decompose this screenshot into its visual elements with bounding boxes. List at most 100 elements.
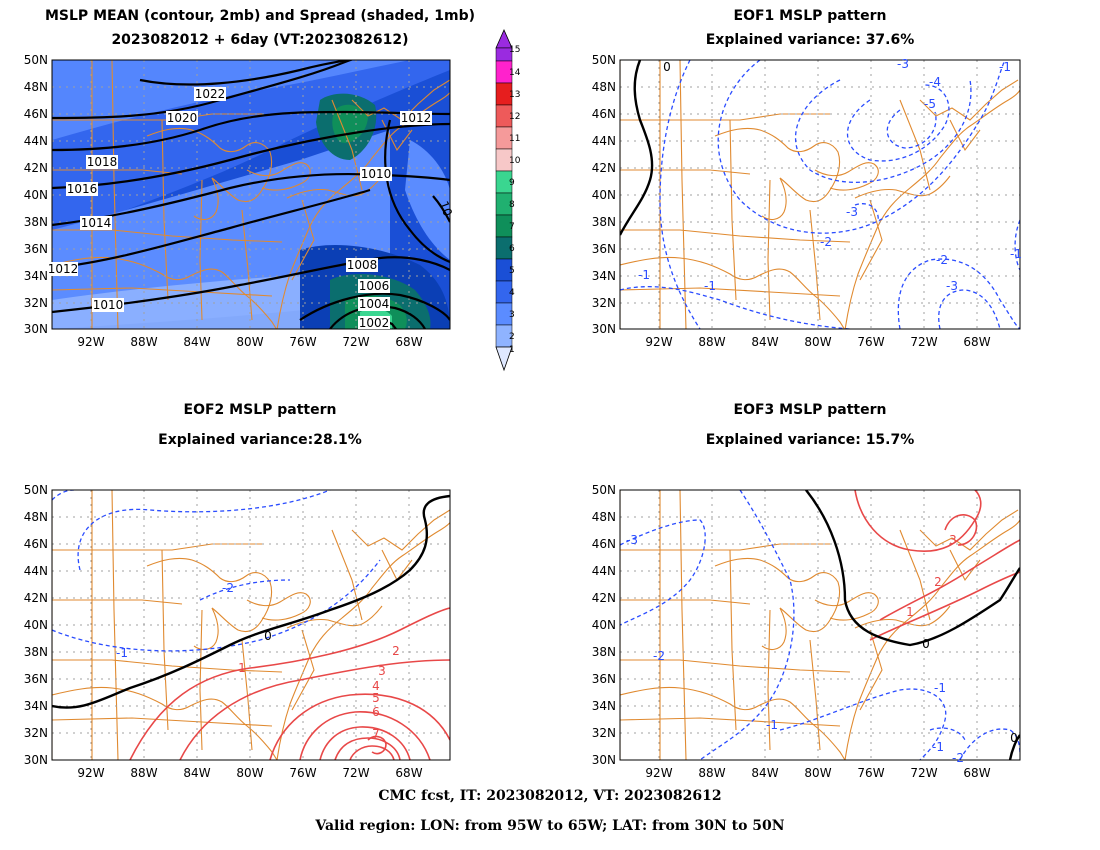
contour-label: 1012 bbox=[401, 111, 432, 125]
panel-eof2-subtitle: Explained variance:28.1% bbox=[158, 432, 362, 448]
lat-axis-left-top: 50N 48N 46N 44N 42N 40N 38N 36N 34N 32N … bbox=[24, 53, 48, 336]
lon-axis-right-top: 92W 88W 84W 80W 76W 72W 68W bbox=[645, 335, 990, 349]
contour-label: 1016 bbox=[67, 182, 98, 196]
lat-label: 50N bbox=[24, 53, 48, 67]
lat-label: 44N bbox=[24, 134, 48, 148]
contour-label: -1 bbox=[704, 279, 716, 293]
lat-label: 32N bbox=[592, 726, 616, 740]
contour-label: 7 bbox=[372, 727, 380, 741]
colorbar-label: 6 bbox=[509, 244, 515, 254]
lat-label: 46N bbox=[24, 537, 48, 551]
contour-label: -2 bbox=[653, 649, 665, 663]
lon-label: 72W bbox=[910, 335, 937, 349]
lon-label: 68W bbox=[963, 335, 990, 349]
lat-axis-right-bottom: 50N 48N 46N 44N 42N 40N 38N 36N 34N 32N … bbox=[592, 483, 616, 767]
lon-label: 80W bbox=[236, 335, 263, 349]
lat-label: 32N bbox=[24, 296, 48, 310]
lat-axis-left-bottom: 50N 48N 46N 44N 42N 40N 38N 36N 34N 32N … bbox=[24, 483, 48, 767]
contour-label: 1010 bbox=[361, 167, 392, 181]
contour-label: -1 bbox=[1010, 247, 1022, 261]
lon-label: 72W bbox=[910, 766, 937, 780]
lon-label: 88W bbox=[698, 766, 725, 780]
lon-axis-left-top: 92W 88W 84W 80W 76W 72W 68W bbox=[77, 335, 422, 349]
lat-label: 36N bbox=[24, 672, 48, 686]
contour-label: 3 bbox=[949, 533, 957, 547]
contour-label: -5 bbox=[924, 97, 936, 111]
lat-label: 40N bbox=[24, 618, 48, 632]
lat-label: 40N bbox=[592, 188, 616, 202]
lat-label: 50N bbox=[592, 53, 616, 67]
lat-label: 46N bbox=[24, 107, 48, 121]
panel-eof3-map: -3 -2 0 1 2 3 -1 -1 -1 -2 0 bbox=[619, 489, 1021, 765]
contour-label: 0 bbox=[264, 629, 272, 643]
lat-label: 42N bbox=[592, 591, 616, 605]
contour-label: 1018 bbox=[87, 155, 118, 169]
lon-label: 88W bbox=[130, 766, 157, 780]
colorbar-label: 11 bbox=[509, 134, 520, 144]
lat-label: 32N bbox=[592, 296, 616, 310]
lon-axis-right-bottom: 92W 88W 84W 80W 76W 72W 68W bbox=[645, 766, 990, 780]
lat-label: 38N bbox=[24, 215, 48, 229]
lat-label: 42N bbox=[24, 591, 48, 605]
lon-label: 84W bbox=[183, 766, 210, 780]
lon-label: 76W bbox=[857, 766, 884, 780]
lat-label: 40N bbox=[592, 618, 616, 632]
contour-label: 10 bbox=[437, 199, 455, 218]
lat-label: 46N bbox=[592, 107, 616, 121]
contour-label: 1014 bbox=[81, 216, 112, 230]
contour-label: -4 bbox=[929, 75, 941, 89]
lon-label: 80W bbox=[804, 766, 831, 780]
lat-label: 38N bbox=[592, 215, 616, 229]
lat-label: 44N bbox=[24, 564, 48, 578]
contour-label: 1 bbox=[238, 661, 246, 675]
contour-label: -3 bbox=[846, 205, 858, 219]
contour-label: -2 bbox=[936, 253, 948, 267]
lat-label: 44N bbox=[592, 564, 616, 578]
colorbar-label: 15 bbox=[509, 45, 520, 55]
contour-label: -2 bbox=[820, 235, 832, 249]
lon-label: 76W bbox=[289, 766, 316, 780]
lon-axis-left-bottom: 92W 88W 84W 80W 76W 72W 68W bbox=[77, 766, 422, 780]
colorbar-label: 7 bbox=[509, 222, 515, 232]
lat-label: 42N bbox=[592, 161, 616, 175]
lat-label: 48N bbox=[592, 510, 616, 524]
lat-label: 44N bbox=[592, 134, 616, 148]
contour-label: -3 bbox=[626, 533, 638, 547]
lat-label: 46N bbox=[592, 537, 616, 551]
contour-label: -1 bbox=[999, 60, 1011, 74]
lon-label: 88W bbox=[698, 335, 725, 349]
contour-label: -1 bbox=[932, 740, 944, 754]
panel-eof1-map: 0 -1 -3 -4 -5 -3 -2 -1 -1 -2 -3 -1 bbox=[619, 57, 1022, 330]
lat-axis-right-top: 50N 48N 46N 44N 42N 40N 38N 36N 34N 32N … bbox=[592, 53, 616, 336]
colorbar-label: 9 bbox=[509, 178, 515, 188]
panel-mean-map: 1022 1020 1018 1016 1014 1012 1010 1012 … bbox=[48, 59, 455, 330]
contour-label: -1 bbox=[766, 718, 778, 732]
lat-label: 32N bbox=[24, 726, 48, 740]
lon-label: 80W bbox=[236, 766, 263, 780]
lon-label: 68W bbox=[963, 766, 990, 780]
lat-label: 36N bbox=[592, 672, 616, 686]
colorbar-label: 8 bbox=[509, 200, 515, 210]
lon-label: 88W bbox=[130, 335, 157, 349]
lon-label: 92W bbox=[645, 335, 672, 349]
contour-label: 5 bbox=[372, 691, 380, 705]
lat-label: 34N bbox=[24, 699, 48, 713]
panel-eof1-subtitle: Explained variance: 37.6% bbox=[705, 32, 915, 48]
contour-label: 4 bbox=[372, 679, 380, 693]
contour-label: -1 bbox=[934, 681, 946, 695]
lat-label: 48N bbox=[24, 80, 48, 94]
lon-label: 76W bbox=[857, 335, 884, 349]
panel-mean-subtitle: 2023082012 + 6day (VT:2023082612) bbox=[111, 32, 409, 48]
contour-label: 1006 bbox=[359, 279, 390, 293]
contour-label: 0 bbox=[1010, 731, 1018, 745]
lat-label: 30N bbox=[592, 753, 616, 767]
lon-label: 84W bbox=[183, 335, 210, 349]
lon-label: 68W bbox=[395, 766, 422, 780]
panel-eof1-title: EOF1 MSLP pattern bbox=[733, 8, 887, 24]
contour-label: 1 bbox=[906, 605, 914, 619]
contour-label: 0 bbox=[663, 60, 671, 74]
colorbar-label: 14 bbox=[509, 68, 521, 78]
contour-label: -1 bbox=[638, 268, 650, 282]
lat-label: 40N bbox=[24, 188, 48, 202]
lat-label: 34N bbox=[592, 699, 616, 713]
